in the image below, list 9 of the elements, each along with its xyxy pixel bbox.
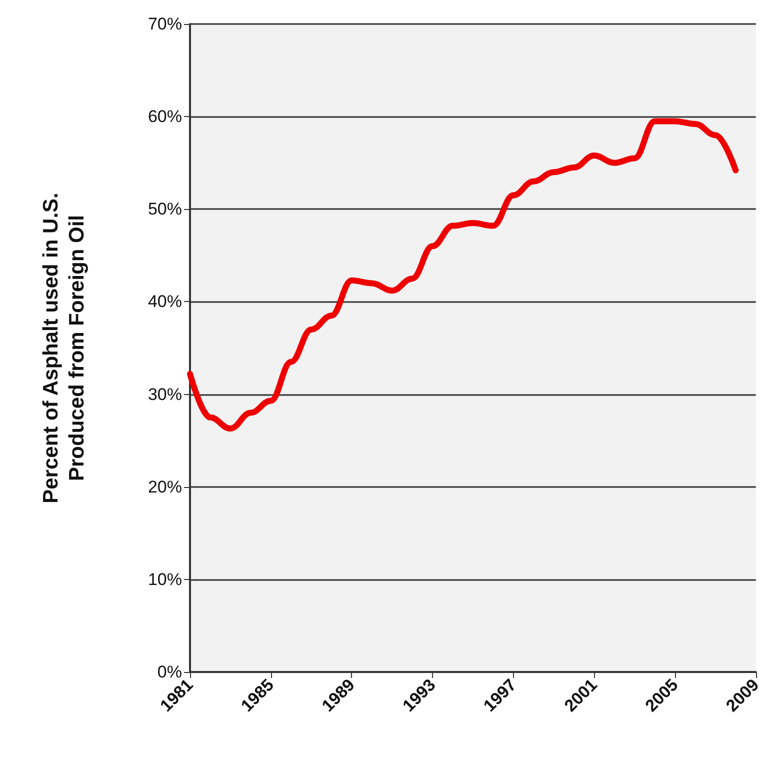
y-tick-label: 50%: [148, 200, 182, 219]
y-tick-label: 60%: [148, 107, 182, 126]
y-tick-label: 70%: [148, 14, 182, 34]
y-tick-label: 10%: [148, 570, 182, 589]
y-tick-label: 0%: [157, 662, 182, 682]
y-tick-label: 20%: [148, 477, 182, 496]
y-tick-label: 40%: [148, 292, 182, 312]
y-axis-title: Percent of Asphalt used in U.S. Produced from Foreign Oil: [40, 192, 88, 504]
y-tick-label: 30%: [148, 384, 182, 404]
